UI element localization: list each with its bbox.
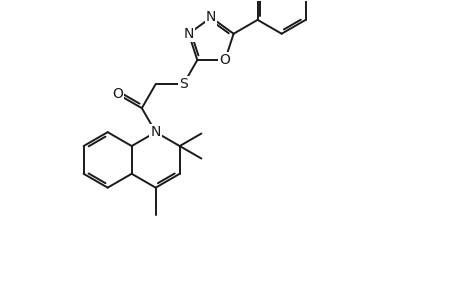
Text: N: N <box>150 125 161 139</box>
Text: N: N <box>206 11 216 24</box>
Text: S: S <box>179 77 187 91</box>
Text: N: N <box>183 27 194 41</box>
Text: O: O <box>112 87 123 101</box>
Text: O: O <box>219 53 230 67</box>
